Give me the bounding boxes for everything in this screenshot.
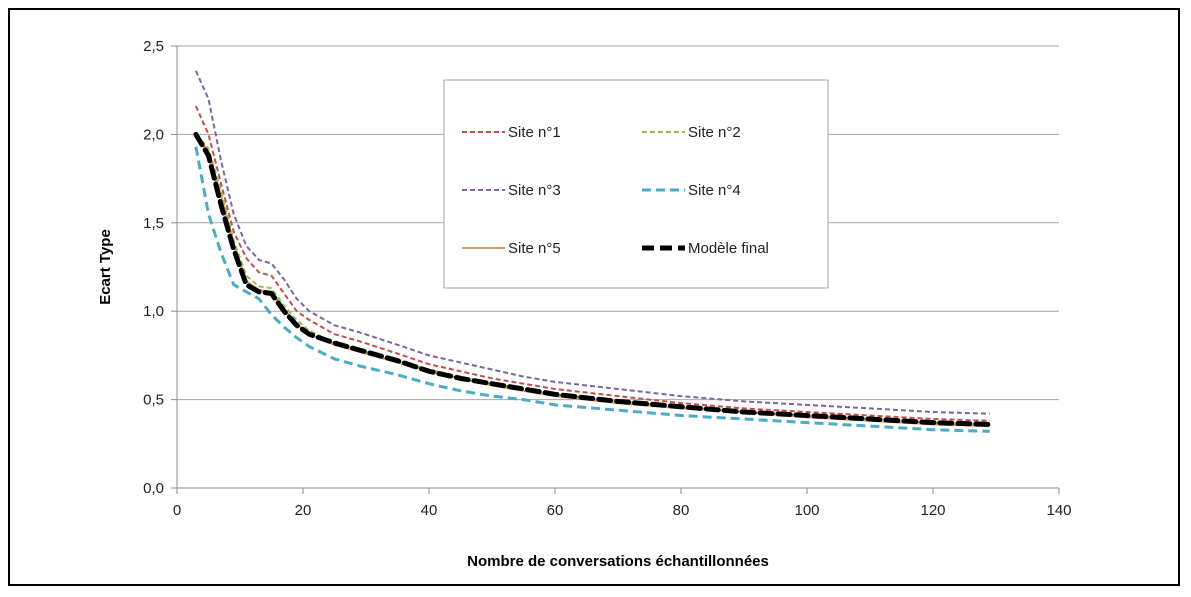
legend-box: [443, 79, 829, 289]
series-line-4: [194, 146, 990, 433]
legend-label-1: Site n°1: [508, 124, 561, 141]
y-tick-label: 0,0: [143, 480, 164, 497]
y-tick-label: 0,5: [143, 392, 164, 409]
y-tick-label: 1,0: [143, 303, 164, 320]
y-tick-label: 1,5: [143, 215, 164, 232]
y-axis-title: Ecart Type: [97, 229, 114, 305]
line-chart: 0,0 0,5 1,0 1,5 2,0 2,5 0 20 40 60 80 100 120 140 Sit…: [97, 38, 1072, 570]
x-axis-title: Nombre de conversations échantillonnées: [467, 553, 769, 570]
x-tick-label: 20: [295, 502, 312, 519]
legend: Site n°1 Site n°2 Site n°3 Site n°4 Site n°5…: [443, 79, 829, 289]
legend-label-4: Site n°4: [688, 182, 741, 199]
legend-label-6: Modèle final: [688, 240, 769, 257]
chart-frame: 0,0 0,5 1,0 1,5 2,0 2,5 0 20 40 60 80 100 120 140 Sit…: [8, 8, 1180, 586]
legend-label-5: Site n°5: [508, 240, 561, 257]
series-line-1: [194, 105, 990, 422]
y-tick-label: 2,5: [143, 38, 164, 55]
y-tick-label: 2,0: [143, 126, 164, 143]
series-line-6: [193, 131, 993, 427]
x-tick-label: 100: [794, 502, 819, 519]
legend-label-3: Site n°3: [508, 182, 561, 199]
x-tick-label: 0: [173, 502, 181, 519]
x-tick-label: 80: [673, 502, 690, 519]
series-lines: [193, 70, 993, 433]
axes: 0,0 0,5 1,0 1,5 2,0 2,5 0 20 40 60 80 100 120 140: [143, 38, 1071, 519]
x-tick-label: 40: [421, 502, 438, 519]
legend-label-2: Site n°2: [688, 124, 741, 141]
x-tick-label: 120: [920, 502, 945, 519]
x-tick-label: 140: [1046, 502, 1071, 519]
series-line-3: [194, 70, 990, 415]
x-tick-label: 60: [547, 502, 564, 519]
